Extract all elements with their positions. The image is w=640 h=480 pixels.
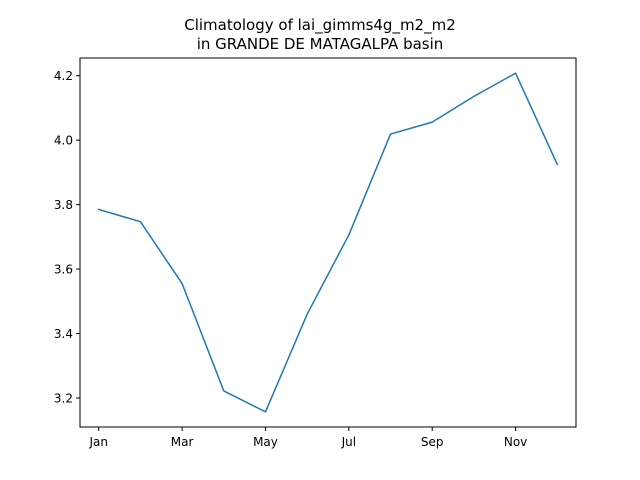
x-tick-label: May (253, 435, 278, 449)
chart-title-line-2: in GRANDE DE MATAGALPA basin (197, 35, 444, 53)
x-tick-label: Sep (421, 435, 444, 449)
y-tick-label: 3.6 (54, 263, 73, 277)
x-tick-label: Nov (504, 435, 527, 449)
axes-frame (79, 57, 577, 428)
x-tick-label: Jan (89, 435, 109, 449)
y-tick-label: 4.2 (54, 69, 73, 83)
y-tick-label: 3.2 (54, 391, 73, 405)
x-tick-label: Jul (341, 435, 356, 449)
x-tick-label: Mar (171, 435, 194, 449)
plot-area: Jan Mar May Jul Sep Nov 3.2 3.4 3.6 3.8 4.0 4.2 (54, 57, 577, 449)
y-tick-label: 3.8 (54, 198, 73, 212)
chart-title-line-1: Climatology of lai_gimms4g_m2_m2 (184, 16, 456, 35)
series-line-0 (97, 72, 559, 413)
y-tick-label: 4.0 (54, 134, 73, 148)
y-tick-label: 3.4 (54, 327, 73, 341)
